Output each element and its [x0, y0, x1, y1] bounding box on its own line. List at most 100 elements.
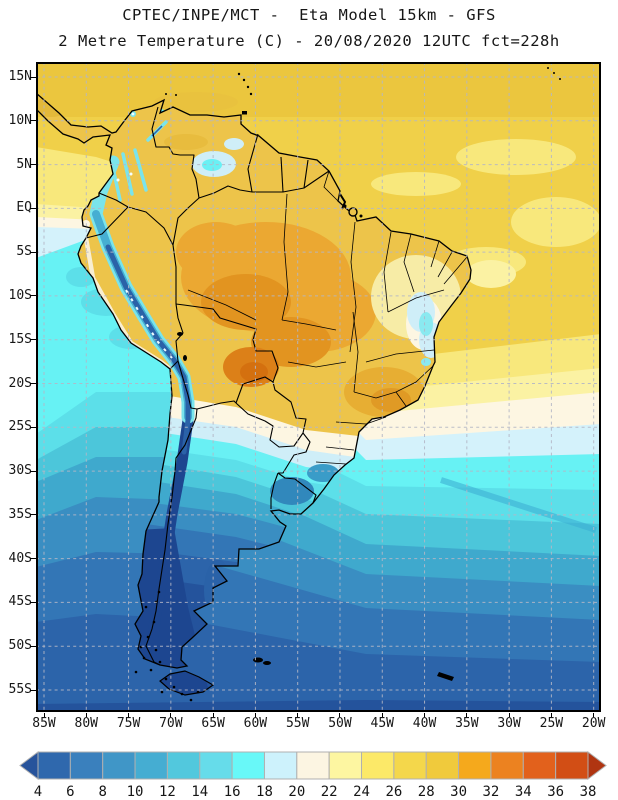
- lat-label-35S: 35S: [8, 506, 32, 522]
- lon-tick: [43, 713, 45, 717]
- colorbar-segment-30-32: [458, 751, 492, 780]
- lon-label-50W: 50W: [328, 716, 352, 731]
- colorbar-segment-14-16: [199, 751, 233, 780]
- lat-tick: [30, 164, 36, 166]
- lat-label-EQ: EQ: [16, 200, 32, 216]
- lon-label-85W: 85W: [32, 716, 56, 731]
- colorbar-tick-20: 20: [288, 784, 305, 800]
- lon-label-30W: 30W: [497, 716, 521, 731]
- colorbar-tick-26: 26: [385, 784, 402, 800]
- colorbar-segment-12-14: [166, 751, 201, 780]
- colorbar-tick-32: 32: [483, 784, 500, 800]
- colorbar-tick-24: 24: [353, 784, 370, 800]
- colorbar-tick-28: 28: [418, 784, 435, 800]
- lat-label-10S: 10S: [8, 287, 32, 303]
- lat-tick: [30, 601, 36, 603]
- colorbar-tick-16: 16: [224, 784, 241, 800]
- lon-tick: [170, 713, 172, 717]
- temperature-colorbar: 4 6 8 10 12 14 16 18 20 22 24 26 28 30 32 34 36 38: [19, 751, 607, 800]
- country-borders: [85, 106, 330, 666]
- latlon-grid: [36, 62, 601, 712]
- lat-tick: [30, 645, 36, 647]
- lon-label-35W: 35W: [455, 716, 479, 731]
- lat-tick: [30, 514, 36, 516]
- lon-label-20W: 20W: [581, 716, 606, 731]
- lat-tick: [30, 207, 36, 209]
- colorbar-segment-22-24: [328, 751, 363, 780]
- lon-label-70W: 70W: [159, 716, 183, 731]
- colorbar-tick-6: 6: [66, 784, 74, 800]
- lon-label-55W: 55W: [285, 716, 310, 731]
- map-frame: [36, 62, 601, 712]
- lon-tick: [128, 713, 130, 717]
- colorbar-tick-30: 30: [450, 784, 467, 800]
- lat-label-15S: 15S: [8, 331, 32, 347]
- lat-label-45S: 45S: [8, 594, 32, 610]
- lat-label-20S: 20S: [8, 375, 32, 391]
- colorbar-segment-28-30: [425, 751, 460, 780]
- colorbar-segment-34-36: [522, 751, 557, 780]
- colorbar-segment-18-20: [263, 751, 298, 780]
- lat-tick: [30, 120, 36, 122]
- colorbar-tick-18: 18: [256, 784, 273, 800]
- lon-tick: [593, 713, 595, 717]
- state-borders: [187, 170, 468, 465]
- lat-tick: [30, 295, 36, 297]
- lat-label-25S: 25S: [8, 419, 32, 435]
- lon-tick: [550, 713, 552, 717]
- lon-label-65W: 65W: [201, 716, 225, 731]
- colorbar-tick-10: 10: [127, 784, 144, 800]
- temperature-map: [36, 62, 601, 712]
- colorbar-segment-4-6: [37, 751, 71, 780]
- lat-tick: [30, 470, 36, 472]
- lon-tick: [508, 713, 510, 717]
- colorbar-tick-38: 38: [580, 784, 597, 800]
- lon-tick: [424, 713, 426, 717]
- colorbar-segment-6-8: [69, 751, 104, 780]
- lon-label-25W: 25W: [539, 716, 564, 731]
- colorbar-segment-24-26: [361, 751, 395, 780]
- lon-tick: [254, 713, 256, 717]
- colorbar-tick-22: 22: [321, 784, 338, 800]
- colorbar-tick-34: 34: [515, 784, 532, 800]
- lat-tick: [30, 383, 36, 384]
- lat-tick: [30, 76, 36, 78]
- lat-label-30S: 30S: [8, 463, 32, 479]
- lat-label-40S: 40S: [8, 550, 32, 566]
- lon-tick: [381, 713, 383, 717]
- colorbar-segment-16-18: [231, 751, 265, 780]
- lat-tick: [30, 251, 36, 253]
- lat-label-55S: 55S: [8, 682, 32, 697]
- colorbar-segment-10-12: [134, 751, 168, 780]
- colorbar-tick-36: 36: [547, 784, 564, 800]
- lon-tick: [339, 713, 341, 717]
- colorbar-tick-14: 14: [191, 784, 208, 800]
- map-title-line2: 2 Metre Temperature (C) - 20/08/2020 12U…: [58, 32, 560, 50]
- colorbar-tick-12: 12: [159, 784, 176, 800]
- colorbar-segment-8-10: [102, 751, 136, 780]
- colorbar-segment-20-22: [296, 751, 330, 780]
- lat-label-5S: 5S: [16, 244, 32, 260]
- colorbar-tick-4: 4: [34, 784, 42, 800]
- map-title-line1: CPTEC/INPE/MCT - Eta Model 15km - GFS: [122, 6, 496, 24]
- lat-tick: [30, 689, 36, 691]
- lat-tick: [30, 339, 36, 341]
- colorbar-segment-36-38: [555, 751, 589, 780]
- lat-label-50S: 50S: [8, 638, 32, 654]
- colorbar-arrow-below-4: [19, 751, 39, 780]
- lat-tick: [30, 426, 36, 428]
- lat-label-15N: 15N: [8, 69, 32, 84]
- lon-tick: [212, 713, 214, 717]
- lon-label-80W: 80W: [74, 716, 99, 731]
- lon-label-60W: 60W: [243, 716, 268, 731]
- lon-label-45W: 45W: [370, 716, 394, 731]
- lat-tick: [30, 558, 36, 560]
- lon-label-40W: 40W: [412, 716, 437, 731]
- lon-tick: [297, 713, 299, 717]
- colorbar-segment-26-28: [393, 751, 427, 780]
- lon-label-75W: 75W: [116, 716, 141, 731]
- colorbar-arrow-above-38: [587, 751, 607, 780]
- lon-tick: [466, 713, 468, 717]
- colorbar-segment-32-34: [490, 751, 524, 780]
